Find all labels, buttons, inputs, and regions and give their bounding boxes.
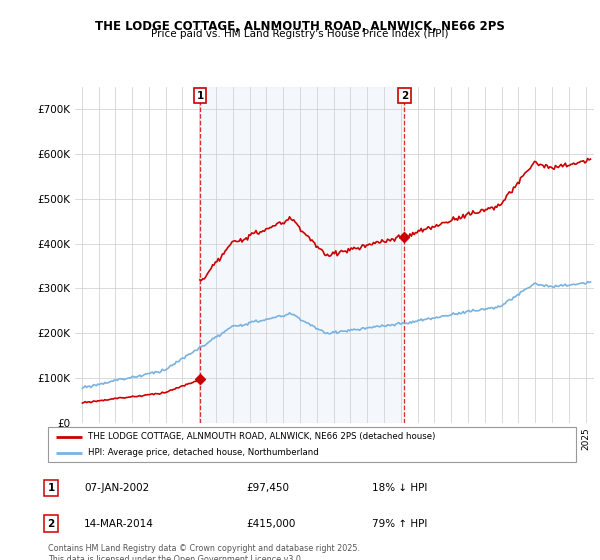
Bar	[200, 87, 404, 423]
Text: 1: 1	[196, 91, 203, 101]
Text: 18% ↓ HPI: 18% ↓ HPI	[372, 483, 427, 493]
Text: 2: 2	[401, 91, 408, 101]
Text: HPI: Average price, detached house, Northumberland: HPI: Average price, detached house, Nort…	[88, 448, 319, 457]
Text: 14-MAR-2014: 14-MAR-2014	[84, 519, 154, 529]
Text: 79% ↑ HPI: 79% ↑ HPI	[372, 519, 427, 529]
Text: THE LODGE COTTAGE, ALNMOUTH ROAD, ALNWICK, NE66 2PS (detached house): THE LODGE COTTAGE, ALNMOUTH ROAD, ALNWIC…	[88, 432, 435, 441]
Text: Price paid vs. HM Land Registry's House Price Index (HPI): Price paid vs. HM Land Registry's House …	[151, 29, 449, 39]
Text: 07-JAN-2002: 07-JAN-2002	[84, 483, 149, 493]
Text: £415,000: £415,000	[246, 519, 295, 529]
Text: 1: 1	[47, 483, 55, 493]
Text: Contains HM Land Registry data © Crown copyright and database right 2025.
This d: Contains HM Land Registry data © Crown c…	[48, 544, 360, 560]
Text: THE LODGE COTTAGE, ALNMOUTH ROAD, ALNWICK, NE66 2PS: THE LODGE COTTAGE, ALNMOUTH ROAD, ALNWIC…	[95, 20, 505, 32]
Text: 2: 2	[47, 519, 55, 529]
Text: £97,450: £97,450	[246, 483, 289, 493]
